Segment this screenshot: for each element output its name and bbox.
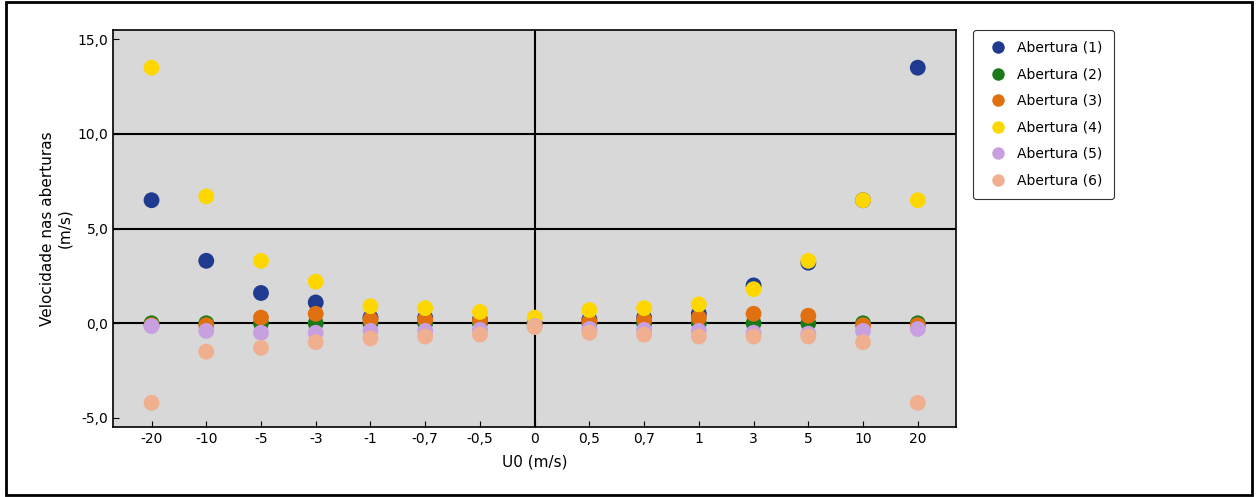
Abertura (2) (250, 319, 270, 327)
Abertura (2) (908, 319, 928, 327)
Abertura (1) (853, 196, 873, 204)
Abertura (4) (634, 304, 654, 312)
Abertura (4) (469, 308, 489, 316)
Abertura (3) (853, 321, 873, 329)
Abertura (3) (689, 314, 710, 322)
Abertura (6) (634, 331, 654, 338)
Abertura (5) (689, 327, 710, 335)
Abertura (3) (580, 318, 600, 326)
Abertura (1) (141, 196, 161, 204)
Abertura (1) (306, 299, 326, 307)
Abertura (5) (196, 327, 216, 335)
Abertura (1) (580, 316, 600, 324)
Y-axis label: Velocidade nas aberturas
(m/s): Velocidade nas aberturas (m/s) (40, 131, 72, 326)
Abertura (3) (469, 317, 489, 325)
Abertura (2) (689, 319, 710, 327)
Abertura (2) (360, 319, 380, 327)
Abertura (5) (634, 326, 654, 334)
Abertura (2) (580, 319, 600, 327)
Abertura (4) (525, 314, 545, 322)
Abertura (4) (908, 196, 928, 204)
Abertura (6) (689, 332, 710, 340)
Abertura (4) (306, 278, 326, 286)
Abertura (5) (469, 326, 489, 334)
Abertura (4) (250, 257, 270, 265)
Abertura (5) (799, 330, 819, 337)
Abertura (4) (360, 302, 380, 310)
Abertura (4) (743, 285, 764, 293)
X-axis label: U0 (m/s): U0 (m/s) (502, 455, 567, 470)
Abertura (6) (250, 344, 270, 352)
Abertura (1) (908, 64, 928, 72)
Abertura (3) (743, 310, 764, 318)
Abertura (1) (250, 289, 270, 297)
Abertura (6) (908, 399, 928, 407)
Abertura (6) (141, 399, 161, 407)
Abertura (5) (580, 325, 600, 333)
Abertura (5) (306, 329, 326, 337)
Abertura (1) (196, 257, 216, 265)
Abertura (6) (469, 331, 489, 338)
Abertura (1) (469, 316, 489, 324)
Abertura (4) (689, 300, 710, 308)
Abertura (3) (799, 312, 819, 320)
Abertura (6) (580, 329, 600, 337)
Abertura (5) (415, 327, 435, 335)
Abertura (5) (250, 329, 270, 337)
Abertura (1) (360, 314, 380, 322)
Abertura (6) (360, 334, 380, 342)
Abertura (6) (415, 332, 435, 340)
Abertura (2) (141, 319, 161, 327)
Abertura (4) (853, 196, 873, 204)
Abertura (6) (853, 338, 873, 346)
Abertura (3) (634, 316, 654, 324)
Abertura (2) (743, 319, 764, 327)
Abertura (2) (799, 319, 819, 327)
Abertura (6) (196, 348, 216, 356)
Abertura (5) (853, 327, 873, 335)
Abertura (3) (360, 316, 380, 324)
Abertura (2) (853, 319, 873, 327)
Abertura (5) (141, 322, 161, 330)
Abertura (4) (196, 192, 216, 200)
Abertura (4) (141, 64, 161, 72)
Abertura (5) (360, 327, 380, 335)
Abertura (3) (141, 321, 161, 329)
Abertura (5) (525, 322, 545, 330)
Abertura (1) (743, 281, 764, 289)
Abertura (3) (908, 321, 928, 329)
Abertura (3) (415, 316, 435, 324)
Abertura (3) (306, 310, 326, 318)
Abertura (1) (525, 319, 545, 327)
Abertura (5) (908, 325, 928, 333)
Abertura (2) (306, 319, 326, 327)
Abertura (2) (415, 319, 435, 327)
Abertura (4) (415, 304, 435, 312)
Abertura (1) (415, 314, 435, 322)
Abertura (4) (799, 257, 819, 265)
Abertura (2) (634, 319, 654, 327)
Legend: Abertura (1), Abertura (2), Abertura (3), Abertura (4), Abertura (5), Abertura (: Abertura (1), Abertura (2), Abertura (3)… (972, 30, 1113, 198)
Abertura (5) (743, 329, 764, 337)
Abertura (3) (525, 319, 545, 327)
Abertura (2) (525, 319, 545, 327)
Abertura (1) (689, 310, 710, 318)
Abertura (3) (196, 321, 216, 329)
Abertura (3) (250, 314, 270, 322)
Abertura (6) (743, 332, 764, 340)
Abertura (4) (580, 306, 600, 314)
Abertura (1) (799, 259, 819, 267)
Abertura (1) (634, 314, 654, 322)
Abertura (2) (469, 319, 489, 327)
Abertura (6) (306, 338, 326, 346)
Abertura (2) (196, 319, 216, 327)
Abertura (6) (525, 323, 545, 331)
Abertura (6) (799, 332, 819, 340)
